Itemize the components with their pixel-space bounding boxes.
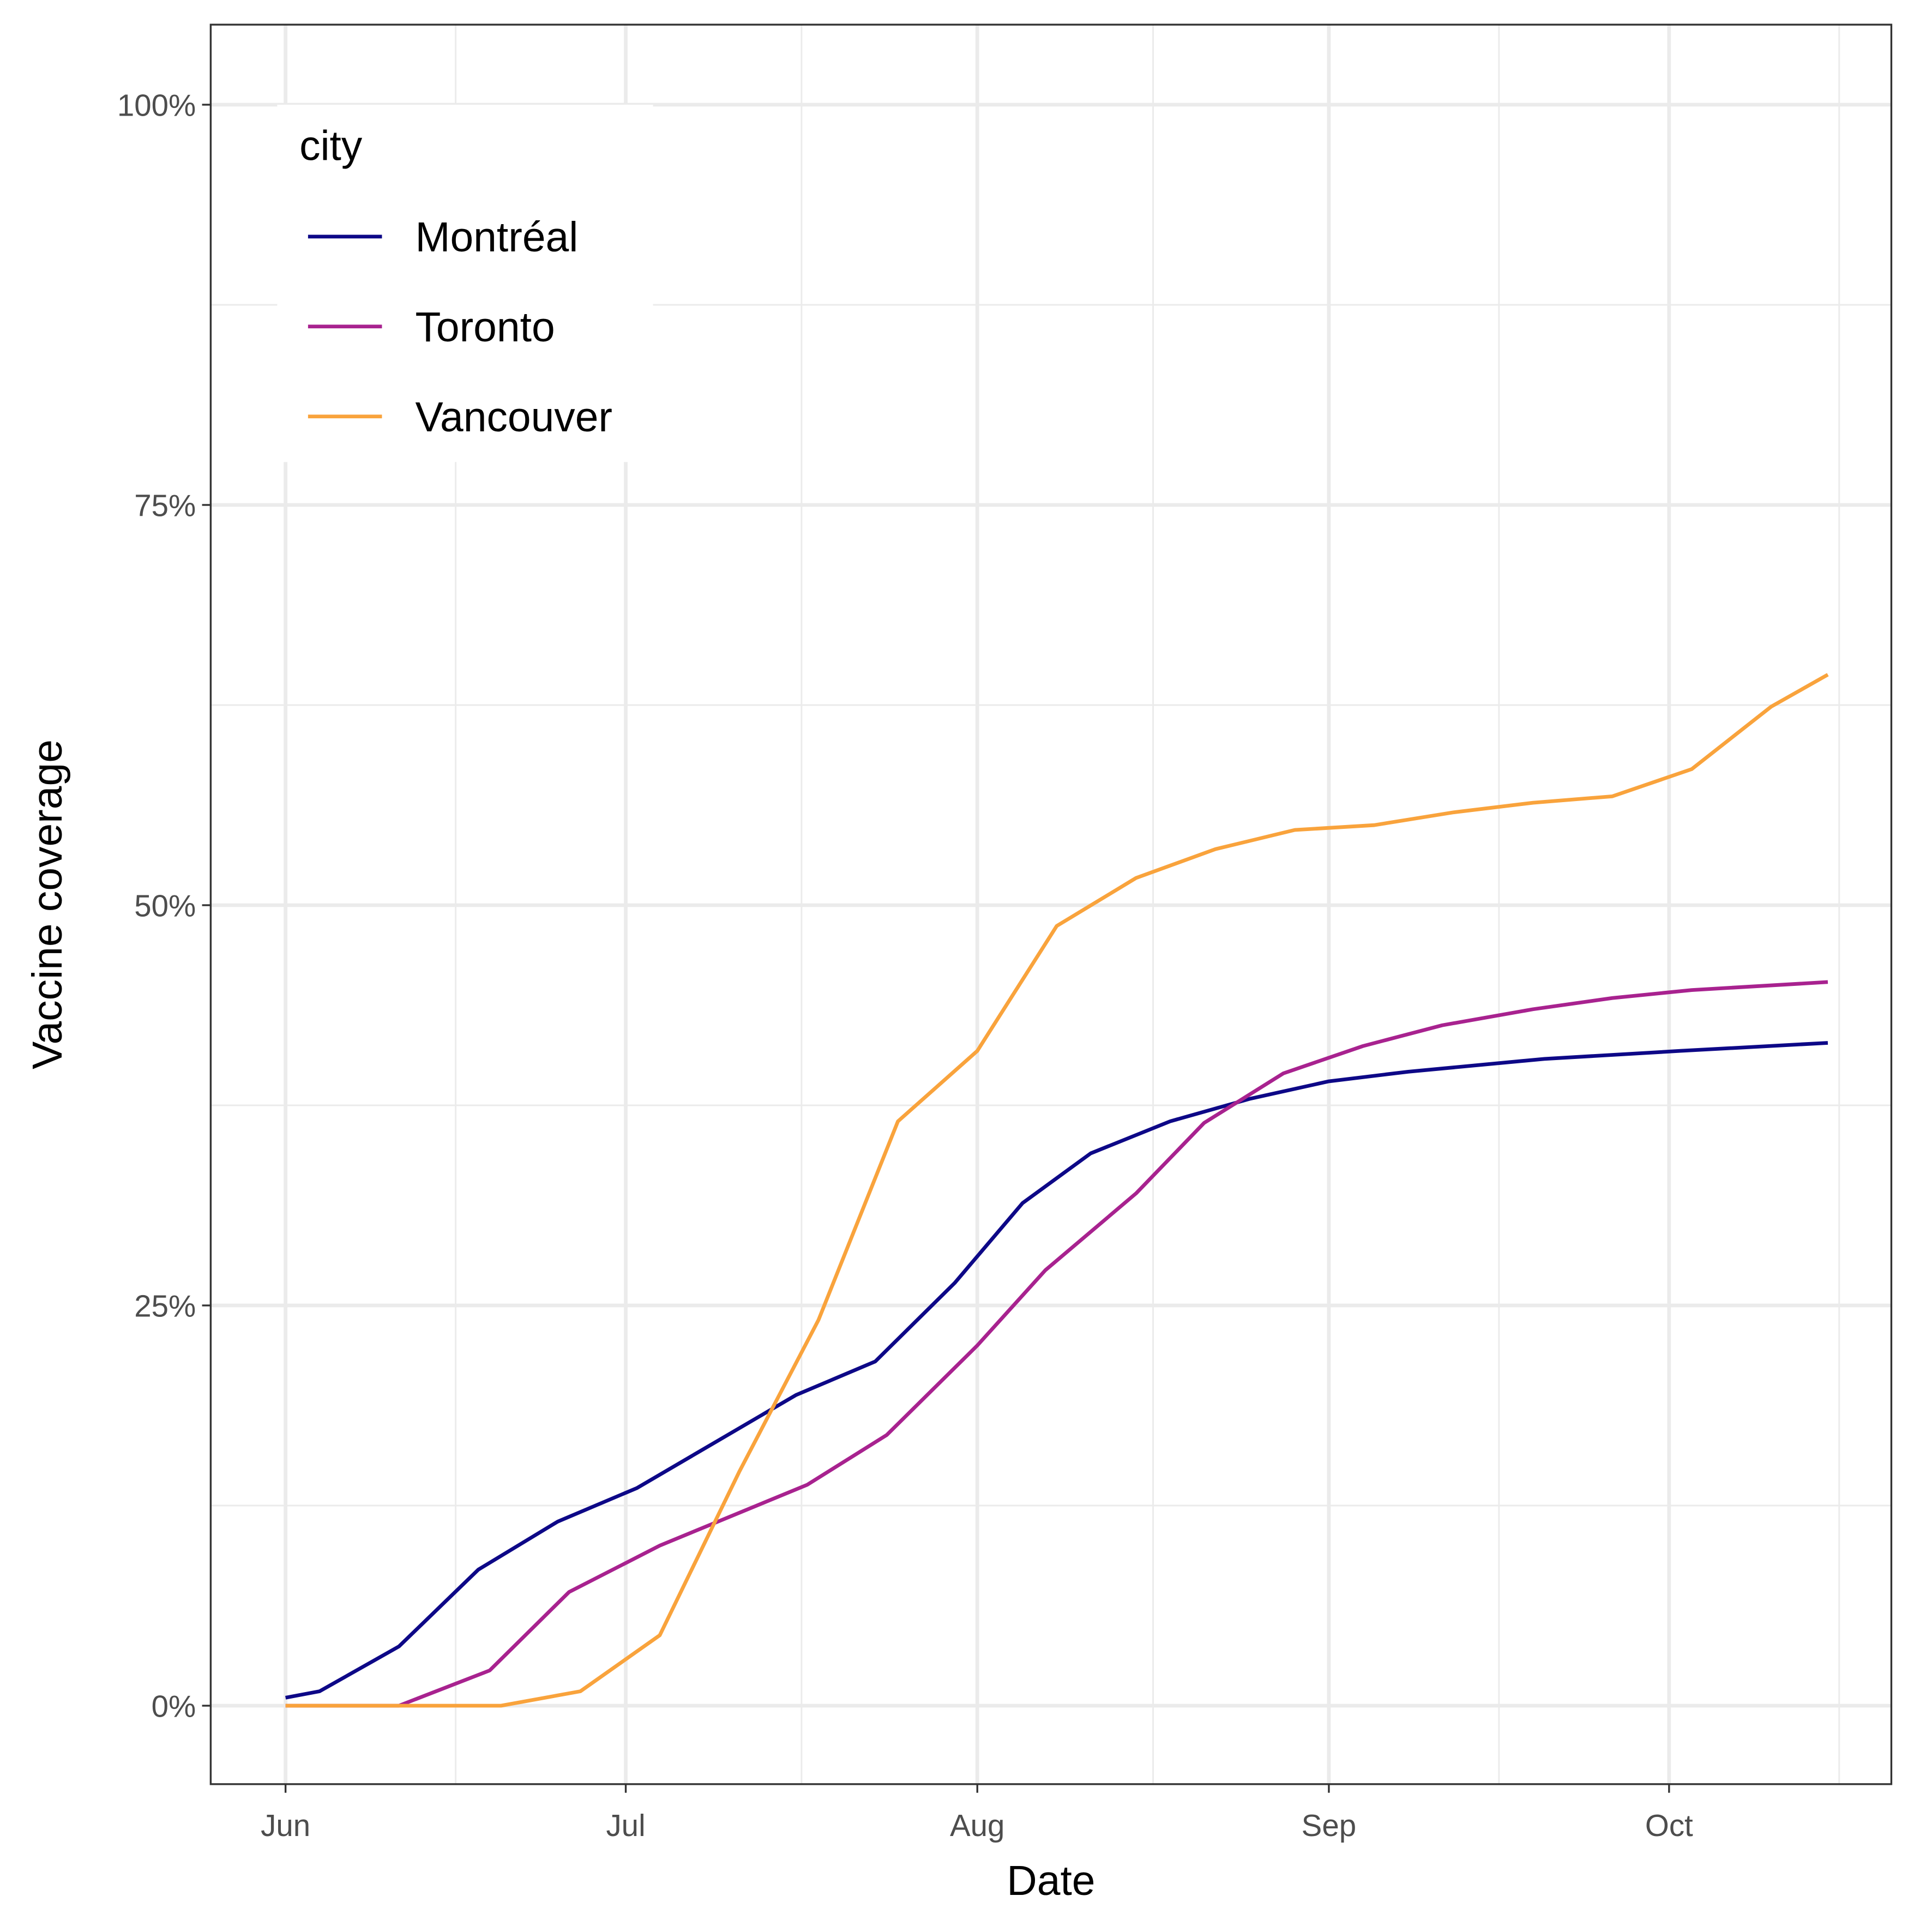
y-tick-label: 50% [134,888,196,923]
series-line [285,673,1829,1708]
x-tick-label: Aug [950,1808,1004,1843]
y-tick-label: 25% [134,1289,196,1323]
y-tick-label: 100% [117,88,196,122]
series-line [285,1041,1828,1700]
legend-title: city [299,123,363,170]
legend-background [277,105,653,462]
x-tick-label: Jun [261,1808,310,1843]
grid [210,25,1892,1784]
x-tick-label: Oct [1645,1808,1693,1843]
legend-label: Montréal [415,214,578,261]
lines [285,673,1829,1708]
x-tick-label: Jul [606,1808,645,1843]
x-tick-label: Sep [1302,1808,1356,1843]
legend-label: Toronto [415,304,555,351]
series-line [285,980,1828,1708]
legend: city Montréal Toronto Vancouver [277,105,653,462]
y-axis-title: Vaccine coverage [24,739,71,1069]
y-tick-label: 0% [152,1689,196,1723]
y-tick-label: 75% [134,488,196,522]
axes: 0% 25% 50% 75% 100% Jun Jul Aug Sep Oct [117,88,1693,1842]
legend-label: Vancouver [415,394,612,441]
x-axis-title: Date [1007,1857,1095,1904]
